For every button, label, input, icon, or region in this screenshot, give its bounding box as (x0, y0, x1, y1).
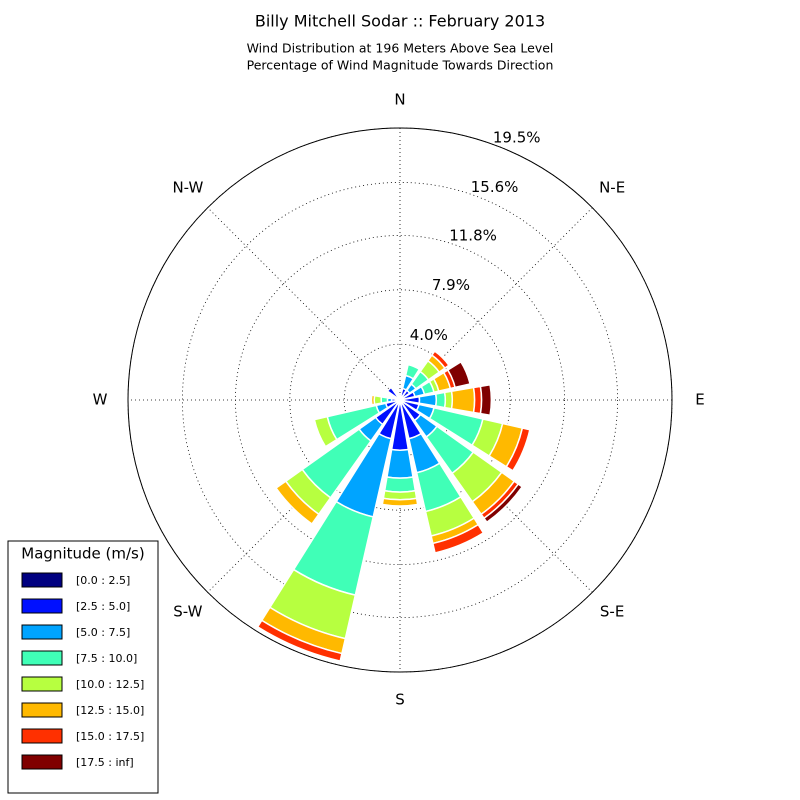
wind-segment (386, 386, 400, 400)
legend-label: [15.0 : 17.5] (76, 730, 144, 743)
wind-segment (313, 415, 338, 448)
direction-label: S-E (600, 603, 624, 621)
r-tick-label: 15.6% (471, 178, 519, 196)
direction-label: N (394, 91, 405, 109)
legend-label: [10.0 : 12.5] (76, 678, 144, 691)
legend-swatch (21, 676, 63, 692)
r-tick-label: 11.8% (449, 226, 497, 244)
direction-label: S (395, 691, 405, 709)
direction-label: S-W (173, 603, 202, 621)
legend-swatch (21, 650, 63, 666)
r-tick-label: 7.9% (432, 276, 470, 294)
chart-subtitle: Wind Distribution at 196 Meters Above Se… (247, 41, 554, 56)
wind-segment (430, 350, 450, 370)
wind-segment (431, 523, 485, 554)
grid-circle (181, 181, 619, 619)
direction-label: N-E (599, 178, 625, 196)
legend-label: [12.5 : 15.0] (76, 704, 144, 717)
legend-swatch (21, 754, 63, 770)
wind-segment (443, 390, 454, 410)
legend-label: [17.5 : inf] (76, 756, 134, 769)
wind-segment (386, 448, 414, 479)
polar-frame (127, 127, 673, 673)
wind-segment (275, 480, 320, 525)
r-tick-label: 19.5% (493, 128, 541, 146)
legend-swatch (21, 598, 63, 614)
wind-segment (482, 482, 524, 524)
legend-swatch (21, 572, 63, 588)
wind-segment (450, 386, 476, 414)
legend-swatch (21, 728, 63, 744)
r-tick-label: 4.0% (410, 326, 448, 344)
legend-label: [5.0 : 7.5] (76, 626, 130, 639)
chart-title: Billy Mitchell Sodar :: February 2013 (255, 12, 545, 31)
direction-label: W (93, 391, 108, 409)
legend-swatch (21, 624, 63, 640)
wind-segment (381, 497, 419, 507)
wind-segment (380, 395, 389, 405)
wind-segment (370, 394, 376, 406)
direction-label: E (695, 391, 704, 409)
grid-circle (289, 289, 511, 511)
wind-segment (479, 383, 493, 417)
legend-label: [0.0 : 2.5] (76, 574, 130, 587)
wind-segment (446, 360, 471, 389)
legend-label: [2.5 : 5.0] (76, 600, 130, 613)
chart-subtitle: Percentage of Wind Magnitude Towards Dir… (247, 58, 554, 73)
wind-segment (373, 394, 383, 406)
wind-segment (434, 391, 447, 409)
legend-title: Magnitude (m/s) (21, 545, 144, 563)
wind-segment (404, 363, 421, 380)
legend-label: [7.5 : 10.0] (76, 652, 137, 665)
legend-swatch (21, 702, 63, 718)
legend: Magnitude (m/s) [0.0 : 2.5] [2.5 : 5.0] [5.… (7, 540, 159, 794)
wind-segment (256, 619, 343, 662)
direction-label: N-W (172, 178, 203, 196)
wind-segment (383, 476, 417, 493)
wind-segment (505, 427, 531, 472)
wind-segment (396, 395, 401, 400)
